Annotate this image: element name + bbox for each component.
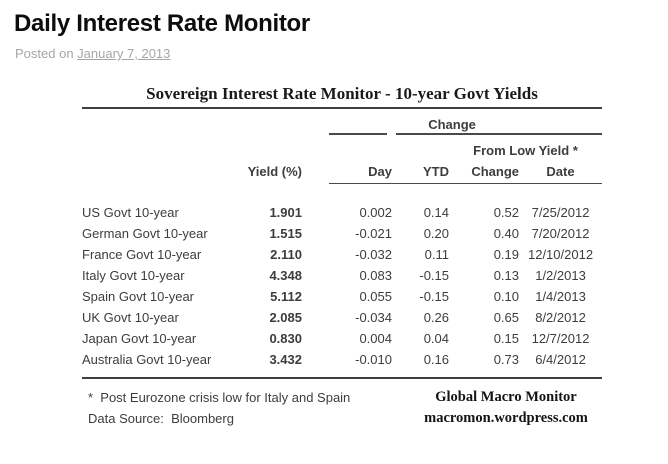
rates-table: Change From Low Yield * Yield (%) Day YT… [82, 109, 603, 370]
day-change-cell: 0.004 [359, 331, 392, 346]
security-cell: Spain Govt 10-year [82, 289, 195, 304]
from-low-group-row: From Low Yield * [82, 136, 602, 158]
low-change-cell: 0.65 [493, 310, 519, 325]
brand-name: Global Macro Monitor [435, 389, 577, 405]
yield-column-header: Yield (%) [247, 164, 302, 179]
security-cell: Italy Govt 10-year [82, 268, 185, 283]
report-footer: * Post Eurozone crisis low for Italy and… [82, 387, 602, 429]
security-cell: US Govt 10-year [82, 205, 179, 220]
day-change-cell: -0.032 [355, 247, 392, 262]
table-row: Japan Govt 10-year 0.830 0.004 0.04 0.15… [82, 328, 602, 349]
yield-cell: 4.348 [269, 268, 302, 283]
yield-cell: 2.110 [270, 247, 302, 262]
change-group-rule [396, 133, 603, 135]
change-group-rule-row [82, 133, 603, 136]
low-date-cell: 1/2/2013 [535, 268, 586, 283]
footnote: * Post Eurozone crisis low for Italy and… [88, 390, 351, 405]
column-header-row: Yield (%) Day YTD Change Date [82, 158, 602, 180]
yield-cell: 3.432 [269, 352, 302, 367]
low-date-cell: 7/25/2012 [531, 205, 590, 220]
low-change-cell: 0.19 [493, 247, 519, 262]
yield-cell: 5.112 [270, 289, 302, 304]
ytd-change-cell: -0.15 [419, 268, 449, 283]
report-title: Sovereign Interest Rate Monitor - 10-yea… [82, 84, 602, 109]
low-change-column-header: Change [471, 164, 519, 179]
low-change-cell: 0.40 [493, 226, 519, 241]
table-row: France Govt 10-year 2.110 -0.032 0.11 0.… [82, 244, 602, 265]
security-column-header [82, 158, 242, 180]
table-row: UK Govt 10-year 2.085 -0.034 0.26 0.65 8… [82, 307, 602, 328]
yield-cell: 1.515 [269, 226, 302, 241]
yield-cell: 1.901 [269, 205, 302, 220]
yield-cell: 0.830 [269, 331, 302, 346]
header-rule [329, 182, 603, 184]
low-date-cell: 8/2/2012 [535, 310, 586, 325]
header-rule-row [82, 180, 603, 184]
table-bottom-rule [82, 377, 602, 379]
day-column-rule [329, 133, 387, 135]
low-date-cell: 6/4/2012 [535, 352, 586, 367]
ytd-change-cell: 0.20 [423, 226, 449, 241]
ytd-change-cell: 0.26 [423, 310, 449, 325]
low-change-cell: 0.73 [493, 352, 519, 367]
post-date-link[interactable]: January 7, 2013 [77, 46, 171, 61]
day-change-cell: 0.055 [359, 289, 392, 304]
day-change-cell: -0.021 [355, 226, 392, 241]
data-source: Data Source: Bloomberg [88, 411, 234, 426]
low-date-cell: 12/10/2012 [527, 247, 594, 262]
security-cell: France Govt 10-year [82, 247, 202, 262]
day-change-cell: -0.034 [355, 310, 392, 325]
table-row: Italy Govt 10-year 4.348 0.083 -0.15 0.1… [82, 265, 602, 286]
day-column-header: Day [368, 164, 392, 179]
posted-prefix: Posted on [15, 46, 78, 61]
low-date-cell: 1/4/2013 [535, 289, 586, 304]
security-cell: UK Govt 10-year [82, 310, 179, 325]
ytd-column-header: YTD [423, 164, 449, 179]
low-change-cell: 0.10 [493, 289, 519, 304]
day-change-cell: -0.010 [355, 352, 392, 367]
ytd-change-cell: 0.16 [423, 352, 449, 367]
table-row: Australia Govt 10-year 3.432 -0.010 0.16… [82, 349, 602, 370]
change-group-header: Change [428, 117, 476, 132]
posted-on: Posted on January 7, 2013 [15, 46, 668, 62]
ytd-change-cell: -0.15 [419, 289, 449, 304]
table-row: US Govt 10-year 1.901 0.002 0.14 0.52 7/… [82, 202, 602, 223]
low-date-column-header: Date [546, 164, 575, 179]
low-change-cell: 0.52 [493, 205, 519, 220]
ytd-change-cell: 0.14 [423, 205, 449, 220]
low-date-cell: 12/7/2012 [531, 331, 590, 346]
day-change-cell: 0.083 [359, 268, 392, 283]
ytd-change-cell: 0.11 [424, 247, 449, 262]
low-change-cell: 0.13 [493, 268, 519, 283]
security-cell: Australia Govt 10-year [82, 352, 212, 367]
footer-notes: * Post Eurozone crisis low for Italy and… [82, 387, 350, 429]
low-date-cell: 7/20/2012 [531, 226, 590, 241]
footer-brand: Global Macro Monitor macromon.wordpress.… [410, 387, 602, 429]
security-cell: Japan Govt 10-year [82, 331, 197, 346]
yield-cell: 2.085 [269, 310, 302, 325]
table-row: German Govt 10-year 1.515 -0.021 0.20 0.… [82, 223, 602, 244]
day-change-cell: 0.002 [359, 205, 392, 220]
ytd-change-cell: 0.04 [423, 331, 449, 346]
security-cell: German Govt 10-year [82, 226, 208, 241]
table-row: Spain Govt 10-year 5.112 0.055 -0.15 0.1… [82, 286, 602, 307]
post-title: Daily Interest Rate Monitor [14, 10, 310, 37]
from-low-group-header: From Low Yield * [473, 143, 578, 158]
low-change-cell: 0.15 [493, 331, 519, 346]
rate-monitor-report: Sovereign Interest Rate Monitor - 10-yea… [82, 84, 603, 429]
brand-url: macromon.wordpress.com [424, 410, 588, 426]
change-group-row: Change [82, 109, 602, 133]
